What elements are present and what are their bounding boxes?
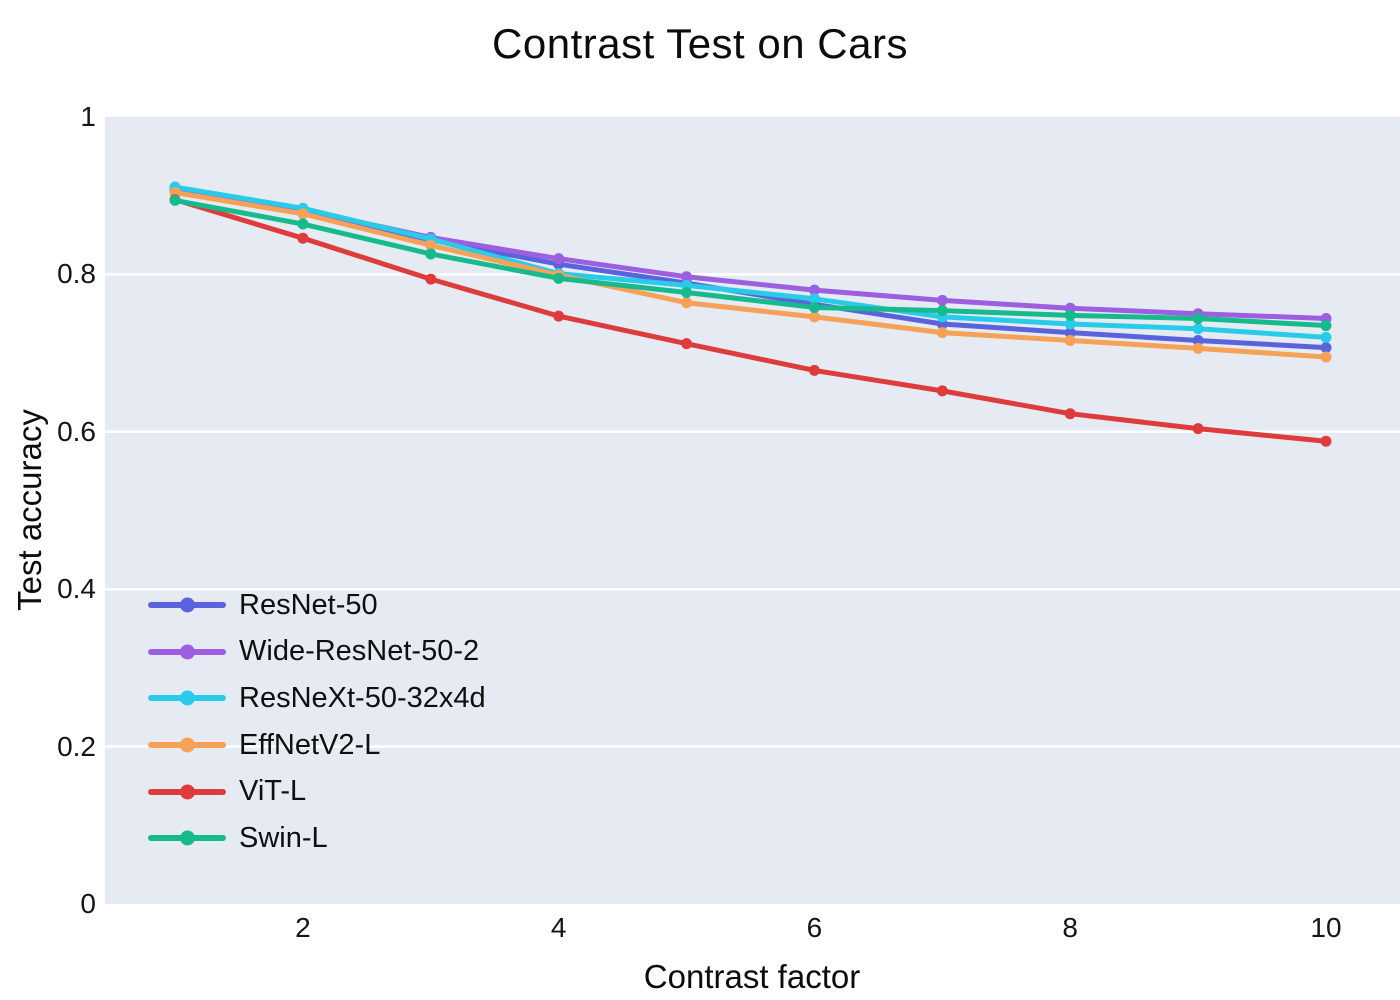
- x-tick-label-4: 4: [550, 912, 567, 943]
- x-axis-label: Contrast factor: [643, 958, 861, 995]
- y-tick-label-0.2: 0.2: [57, 730, 96, 762]
- data-point-ViT-L-x6: [808, 364, 820, 376]
- data-point-ResNet-50-x9: [1192, 335, 1204, 347]
- plot-background: [105, 117, 1400, 904]
- legend-marker-icon: [180, 597, 195, 613]
- data-point-ViT-L-x9: [1192, 423, 1204, 435]
- x-tick-label-6: 6: [806, 912, 823, 943]
- data-point-ViT-L-x4: [553, 310, 565, 322]
- series-line-Swin-L: [172, 197, 1329, 329]
- data-point-ResNet-50-x10: [1320, 342, 1332, 354]
- data-point-Swin-L-x8: [1064, 309, 1076, 321]
- legend-label: ViT-L: [239, 775, 307, 808]
- legend-label: EffNetV2-L: [239, 728, 381, 761]
- legend-marker-icon: [180, 737, 195, 753]
- x-tick-label-2: 2: [295, 912, 311, 943]
- data-point-EffNetV2-L-x10: [1320, 351, 1332, 363]
- data-point-EffNetV2-L-x2: [297, 208, 309, 220]
- data-point-Swin-L-x6: [808, 301, 820, 313]
- series-line-ResNeXt-50-32x4d: [172, 184, 1329, 340]
- data-point-Swin-L-x7: [936, 305, 948, 317]
- legend-label: ResNeXt-50-32x4d: [239, 681, 486, 714]
- legend-marker-icon: [180, 830, 195, 846]
- data-point-Swin-L-x5: [681, 287, 693, 299]
- data-point-ResNeXt-50-32x4d-x8: [1064, 318, 1076, 330]
- data-point-ViT-L-x7: [936, 385, 948, 397]
- legend-item-Wide-ResNet-50-2[interactable]: Wide-ResNet-50-2: [148, 629, 486, 676]
- data-point-ViT-L-x3: [425, 273, 437, 285]
- data-point-EffNetV2-L-x6: [808, 311, 820, 323]
- y-axis-label: Test accuracy: [11, 409, 48, 611]
- x-tick-label-8: 8: [1062, 912, 1079, 943]
- data-point-Swin-L-x4: [553, 272, 565, 284]
- data-point-Swin-L-x1: [169, 194, 181, 206]
- legend-marker-icon: [180, 644, 195, 660]
- legend-line-icon: [148, 597, 226, 613]
- legend-line-icon: [148, 830, 226, 846]
- series-line-ViT-L: [172, 197, 1329, 444]
- data-point-EffNetV2-L-x8: [1064, 335, 1076, 347]
- y-tick-label-0: 0: [80, 888, 96, 919]
- chart-title: Contrast Test on Cars: [492, 20, 908, 67]
- y-tick-label-0.8: 0.8: [57, 258, 96, 290]
- data-point-Swin-L-x10: [1320, 320, 1332, 332]
- data-point-ResNeXt-50-32x4d-x10: [1320, 331, 1332, 343]
- legend-label: Swin-L: [239, 821, 328, 854]
- x-tick-label-10: 10: [1310, 912, 1342, 943]
- data-point-ViT-L-x10: [1320, 435, 1332, 447]
- legend: ResNet-50 Wide-ResNet-50-2 ResNeXt-50-32x4…: [148, 582, 486, 862]
- legend-line-icon: [148, 644, 226, 660]
- legend-line-icon: [148, 737, 226, 753]
- legend-marker-icon: [180, 784, 195, 800]
- legend-item-ResNet-50[interactable]: ResNet-50: [148, 582, 486, 629]
- legend-item-ResNeXt-50-32x4d[interactable]: ResNeXt-50-32x4d: [148, 675, 486, 722]
- series-line-EffNetV2-L: [172, 190, 1329, 360]
- y-tick-label-0.4: 0.4: [57, 573, 96, 605]
- data-point-Wide-ResNet-50-2-x4: [553, 253, 565, 265]
- legend-line-icon: [148, 690, 226, 706]
- data-point-Swin-L-x9: [1192, 312, 1204, 324]
- legend-label: ResNet-50: [239, 588, 378, 621]
- data-point-ResNeXt-50-32x4d-x6: [808, 293, 820, 305]
- data-point-Swin-L-x3: [425, 248, 437, 260]
- data-point-ResNeXt-50-32x4d-x9: [1192, 323, 1204, 335]
- legend-item-Swin-L[interactable]: Swin-L: [148, 815, 486, 862]
- y-tick-label-0.6: 0.6: [57, 415, 96, 447]
- legend-label: Wide-ResNet-50-2: [239, 635, 480, 668]
- data-point-ViT-L-x2: [297, 232, 309, 244]
- legend-line-icon: [148, 784, 226, 800]
- data-point-ViT-L-x8: [1064, 408, 1076, 420]
- legend-item-EffNetV2-L[interactable]: EffNetV2-L: [148, 722, 486, 769]
- y-tick-label-1: 1: [80, 101, 96, 132]
- legend-marker-icon: [180, 690, 195, 706]
- data-point-Wide-ResNet-50-2-x7: [936, 294, 948, 306]
- data-point-EffNetV2-L-x9: [1192, 342, 1204, 354]
- data-point-ViT-L-x5: [681, 338, 693, 350]
- data-point-Wide-ResNet-50-2-x6: [808, 284, 820, 296]
- data-point-Wide-ResNet-50-2-x5: [681, 271, 693, 283]
- data-point-EffNetV2-L-x7: [936, 327, 948, 339]
- data-point-EffNetV2-L-x5: [681, 297, 693, 309]
- data-point-EffNetV2-L-x3: [425, 239, 437, 251]
- data-point-Swin-L-x2: [297, 218, 309, 230]
- data-point-ResNet-50-x8: [1064, 327, 1076, 339]
- legend-item-ViT-L[interactable]: ViT-L: [148, 768, 486, 815]
